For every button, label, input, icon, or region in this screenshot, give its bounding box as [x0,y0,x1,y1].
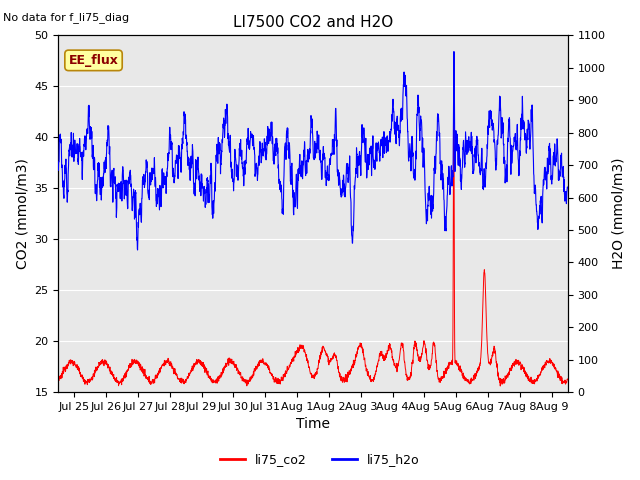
Text: No data for f_li75_diag: No data for f_li75_diag [3,12,129,23]
Y-axis label: H2O (mmol/m3): H2O (mmol/m3) [611,158,625,269]
Title: LI7500 CO2 and H2O: LI7500 CO2 and H2O [233,15,393,30]
Y-axis label: CO2 (mmol/m3): CO2 (mmol/m3) [15,158,29,269]
Legend: li75_co2, li75_h2o: li75_co2, li75_h2o [215,448,425,471]
Text: EE_flux: EE_flux [68,54,118,67]
X-axis label: Time: Time [296,418,330,432]
